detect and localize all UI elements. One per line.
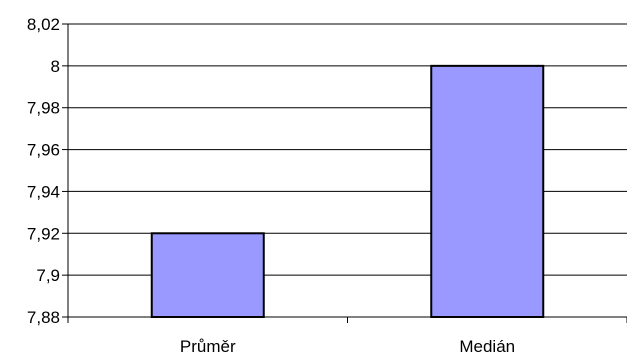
y-tick-label: 8 [51,57,60,76]
y-tick-label: 7,9 [36,266,60,285]
y-tick-label: 7,92 [27,224,60,243]
x-tick-label: Medián [459,337,515,356]
y-tick-label: 7,94 [27,182,60,201]
y-tick-label: 7,98 [27,99,60,118]
bars [150,64,545,319]
bar-prumer [150,232,265,319]
y-tick-label: 7,88 [27,308,60,327]
x-tick-label: Průměr [180,337,236,356]
y-tick-label: 7,96 [27,141,60,160]
y-tick-labels: 7,88 7,9 7,92 7,94 7,96 7,98 8 8,02 [27,15,68,327]
y-tick-label: 8,02 [27,15,60,34]
x-tick-labels: Průměr Medián [67,317,627,356]
bar-median [430,64,545,318]
